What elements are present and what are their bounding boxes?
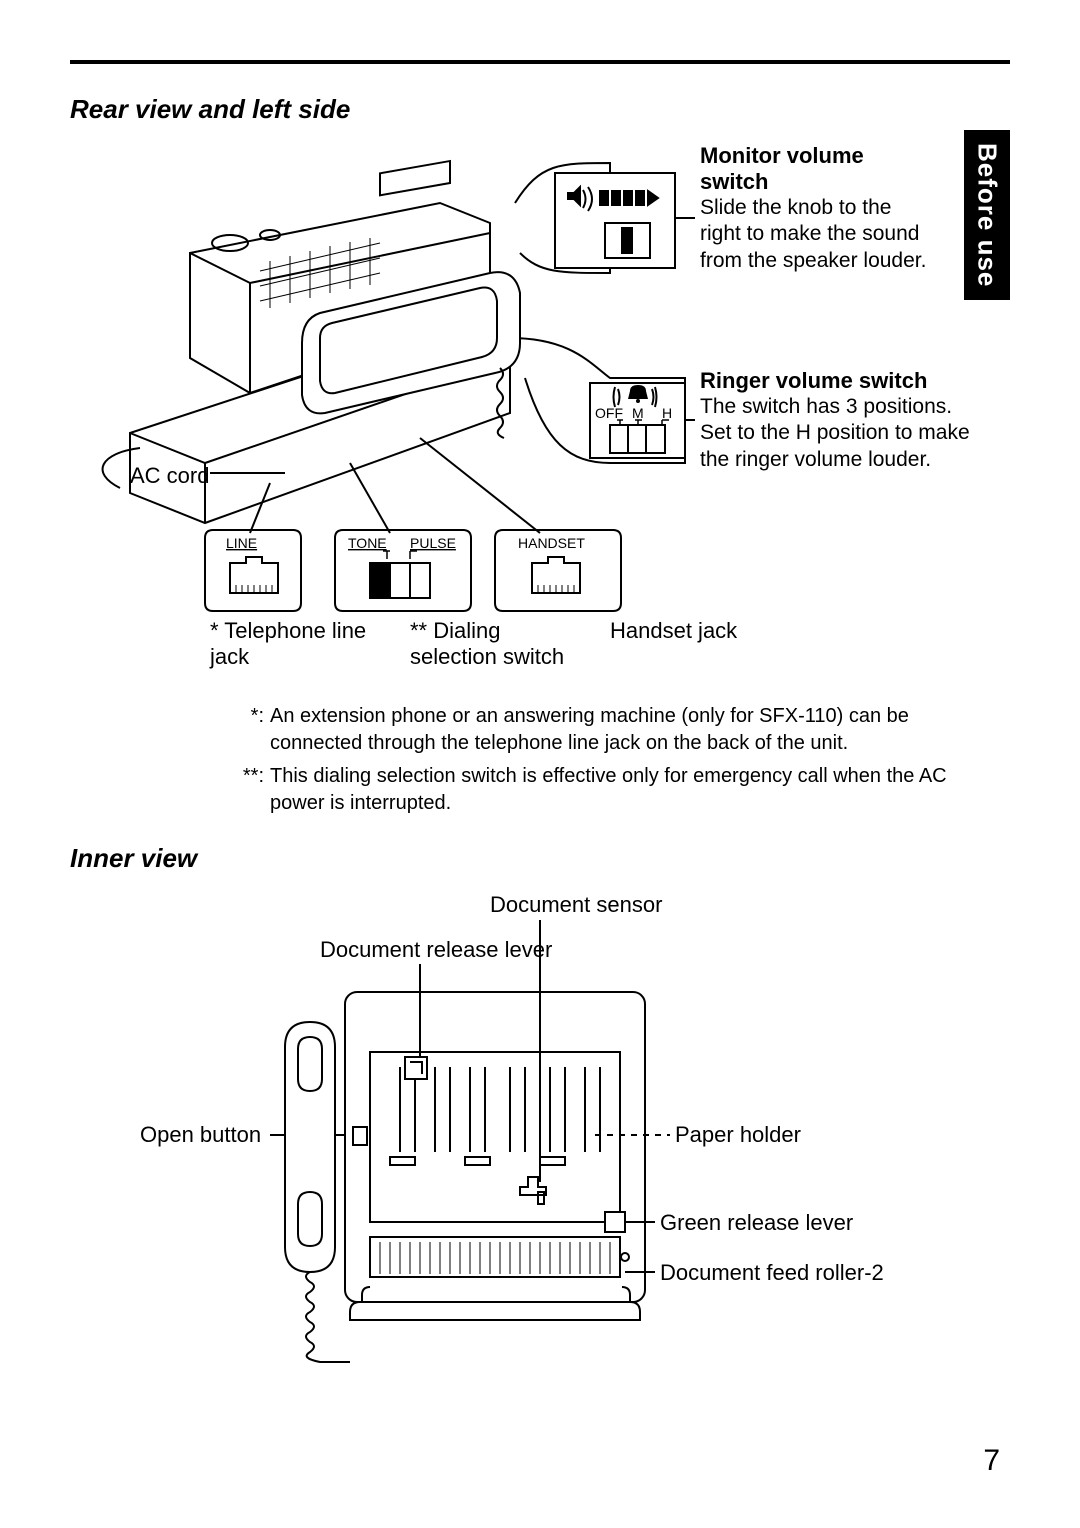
rear-view-diagram: LINE TONE PULSE HANDSET OFF M H (70, 143, 1010, 703)
inner-view-diagram (70, 892, 1010, 1412)
ringer-h-label: H (662, 405, 672, 421)
pulse-panel-text: PULSE (410, 535, 456, 551)
line-panel-text: LINE (226, 535, 257, 551)
rear-view-block: Monitor volume switch Slide the knob to … (70, 143, 1010, 843)
footnote-marker-1: *: (220, 703, 270, 757)
tone-panel-text: TONE (348, 535, 387, 551)
ringer-m-label: M (632, 405, 644, 421)
inner-view-block: Document sensor Document release lever O… (70, 892, 1010, 1452)
footnote-marker-2: **: (220, 763, 270, 817)
handset-panel-text: HANDSET (518, 535, 585, 551)
ringer-off-label: OFF (595, 405, 623, 421)
page-number: 7 (983, 1444, 1000, 1478)
inner-view-title: Inner view (70, 843, 1010, 874)
footnote-1: An extension phone or an answering machi… (270, 703, 990, 757)
footnotes: *: An extension phone or an answering ma… (220, 703, 990, 823)
footnote-2: This dialing selection switch is effecti… (270, 763, 990, 817)
rear-view-title: Rear view and left side (70, 94, 1010, 125)
